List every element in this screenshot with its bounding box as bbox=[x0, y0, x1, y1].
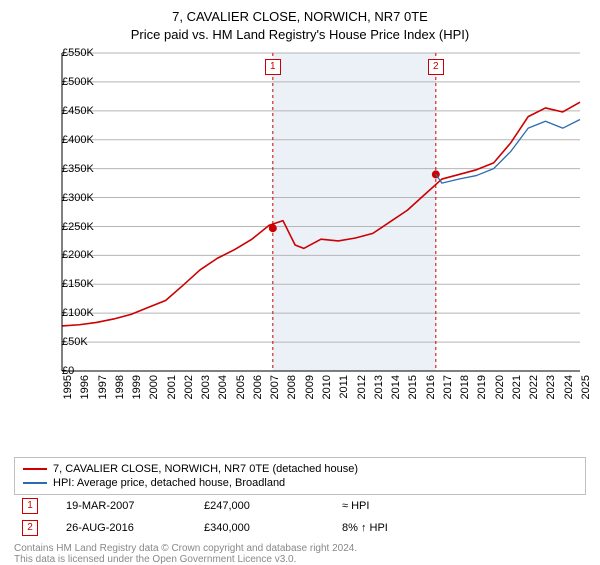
x-axis-label: 2003 bbox=[200, 375, 212, 399]
legend-row-2: HPI: Average price, detached house, Broa… bbox=[23, 476, 577, 490]
x-axis-label: 2017 bbox=[442, 375, 454, 399]
x-axis-label: 2006 bbox=[252, 375, 264, 399]
x-axis-label: 2008 bbox=[286, 375, 298, 399]
title-line1: 7, CAVALIER CLOSE, NORWICH, NR7 0TE bbox=[14, 8, 586, 26]
x-axis-label: 2015 bbox=[407, 375, 419, 399]
x-axis-label: 1996 bbox=[79, 375, 91, 399]
sale-delta: 8% ↑ HPI bbox=[342, 522, 388, 534]
legend-label-1: 7, CAVALIER CLOSE, NORWICH, NR7 0TE (det… bbox=[53, 463, 358, 475]
x-axis-label: 2018 bbox=[459, 375, 471, 399]
x-axis-label: 2020 bbox=[494, 375, 506, 399]
x-axis-label: 2004 bbox=[217, 375, 229, 399]
x-axis-label: 2009 bbox=[304, 375, 316, 399]
chart-svg bbox=[14, 47, 586, 377]
chart-title: 7, CAVALIER CLOSE, NORWICH, NR7 0TE Pric… bbox=[14, 8, 586, 43]
legend-row-1: 7, CAVALIER CLOSE, NORWICH, NR7 0TE (det… bbox=[23, 462, 577, 476]
x-axis-label: 2022 bbox=[528, 375, 540, 399]
legend-label-2: HPI: Average price, detached house, Broa… bbox=[53, 477, 285, 489]
legend-swatch-1 bbox=[23, 468, 47, 470]
x-axis-label: 2010 bbox=[321, 375, 333, 399]
footer: Contains HM Land Registry data © Crown c… bbox=[14, 543, 586, 565]
sale-row: 1 19-MAR-2007 £247,000 ≈ HPI bbox=[14, 495, 586, 517]
legend-swatch-2 bbox=[23, 482, 47, 484]
x-axis-label: 1999 bbox=[131, 375, 143, 399]
sale-marker-2: 2 bbox=[428, 59, 444, 75]
x-axis-label: 2001 bbox=[166, 375, 178, 399]
sale-row: 2 26-AUG-2016 £340,000 8% ↑ HPI bbox=[14, 517, 586, 539]
sale-date: 19-MAR-2007 bbox=[66, 500, 176, 512]
x-axis-label: 1998 bbox=[114, 375, 126, 399]
sale-date: 26-AUG-2016 bbox=[66, 522, 176, 534]
x-axis-label: 2013 bbox=[373, 375, 385, 399]
x-axis-label: 2007 bbox=[269, 375, 281, 399]
x-axis-label: 2019 bbox=[476, 375, 488, 399]
x-axis-label: 2012 bbox=[356, 375, 368, 399]
sale-marker-icon: 1 bbox=[22, 498, 38, 514]
x-axis-label: 2014 bbox=[390, 375, 402, 399]
x-axis-label: 2021 bbox=[511, 375, 523, 399]
x-axis-label: 2005 bbox=[235, 375, 247, 399]
chart: £0£50K£100K£150K£200K£250K£300K£350K£400… bbox=[14, 47, 586, 417]
sale-marker-1: 1 bbox=[265, 59, 281, 75]
sale-price: £340,000 bbox=[204, 522, 314, 534]
x-axis-label: 2011 bbox=[338, 375, 350, 399]
x-axis-label: 1997 bbox=[97, 375, 109, 399]
footer-line1: Contains HM Land Registry data © Crown c… bbox=[14, 543, 586, 554]
x-axis-label: 2025 bbox=[580, 375, 592, 399]
sale-marker-icon: 2 bbox=[22, 520, 38, 536]
x-axis-label: 1995 bbox=[62, 375, 74, 399]
x-axis-label: 2023 bbox=[545, 375, 557, 399]
sale-delta: ≈ HPI bbox=[342, 500, 369, 512]
x-axis-label: 2000 bbox=[148, 375, 160, 399]
x-axis-label: 2002 bbox=[183, 375, 195, 399]
x-axis-label: 2024 bbox=[563, 375, 575, 399]
title-line2: Price paid vs. HM Land Registry's House … bbox=[14, 26, 586, 44]
x-axis-label: 2016 bbox=[425, 375, 437, 399]
sales-table: 1 19-MAR-2007 £247,000 ≈ HPI 2 26-AUG-2016 £34… bbox=[14, 495, 586, 539]
legend: 7, CAVALIER CLOSE, NORWICH, NR7 0TE (det… bbox=[14, 457, 586, 495]
sale-price: £247,000 bbox=[204, 500, 314, 512]
